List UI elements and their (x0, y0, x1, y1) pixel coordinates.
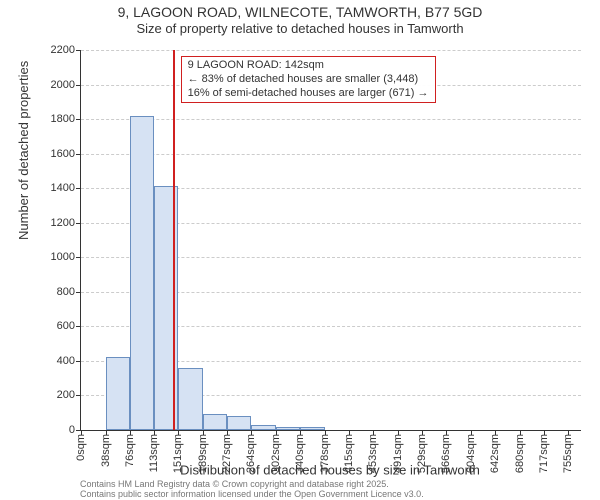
x-axis-label: Distribution of detached houses by size … (80, 463, 580, 478)
histogram-bar (178, 368, 203, 430)
footer-attribution: Contains HM Land Registry data © Crown c… (80, 480, 580, 500)
y-tick-label: 1800 (35, 113, 75, 125)
y-axis-label: Number of detached properties (16, 61, 31, 240)
y-tick-mark (76, 395, 81, 396)
plot-area: 0200400600800100012001400160018002000220… (80, 50, 581, 431)
y-tick-mark (76, 188, 81, 189)
y-tick-label: 800 (35, 286, 75, 298)
y-tick-mark (76, 119, 81, 120)
histogram-bar (300, 427, 325, 430)
annotation-line2: ← 83% of detached houses are smaller (3,… (188, 73, 429, 87)
y-tick-mark (76, 292, 81, 293)
y-tick-mark (76, 154, 81, 155)
title-line-1: 9, LAGOON ROAD, WILNECOTE, TAMWORTH, B77… (0, 4, 600, 21)
y-tick-label: 1200 (35, 217, 75, 229)
chart-title: 9, LAGOON ROAD, WILNECOTE, TAMWORTH, B77… (0, 4, 600, 36)
y-tick-label: 1400 (35, 182, 75, 194)
y-tick-mark (76, 257, 81, 258)
annotation-box: 9 LAGOON ROAD: 142sqm← 83% of detached h… (181, 56, 436, 103)
y-tick-label: 0 (35, 424, 75, 436)
y-tick-label: 600 (35, 320, 75, 332)
histogram-bar (203, 414, 228, 430)
histogram-bar (130, 116, 154, 430)
subject-marker-line (173, 50, 175, 430)
x-tick-label: 0sqm (75, 434, 87, 461)
gridline (81, 50, 581, 51)
y-tick-label: 400 (35, 355, 75, 367)
annotation-line3: 16% of semi-detached houses are larger (… (188, 87, 429, 101)
histogram-bar (251, 425, 276, 430)
y-tick-label: 200 (35, 389, 75, 401)
y-tick-label: 1000 (35, 251, 75, 263)
y-tick-mark (76, 326, 81, 327)
y-tick-label: 1600 (35, 148, 75, 160)
y-tick-mark (76, 50, 81, 51)
footer-line-2: Contains public sector information licen… (80, 490, 580, 500)
histogram-bar (276, 427, 301, 430)
y-tick-mark (76, 85, 81, 86)
histogram-bar (106, 357, 131, 430)
title-line-2: Size of property relative to detached ho… (0, 21, 600, 37)
y-tick-mark (76, 361, 81, 362)
gridline (81, 154, 581, 155)
gridline (81, 119, 581, 120)
y-tick-label: 2200 (35, 44, 75, 56)
histogram-bar (227, 416, 251, 430)
y-tick-label: 2000 (35, 79, 75, 91)
annotation-line1: 9 LAGOON ROAD: 142sqm (188, 59, 429, 73)
y-tick-mark (76, 223, 81, 224)
histogram-bar (154, 186, 179, 430)
